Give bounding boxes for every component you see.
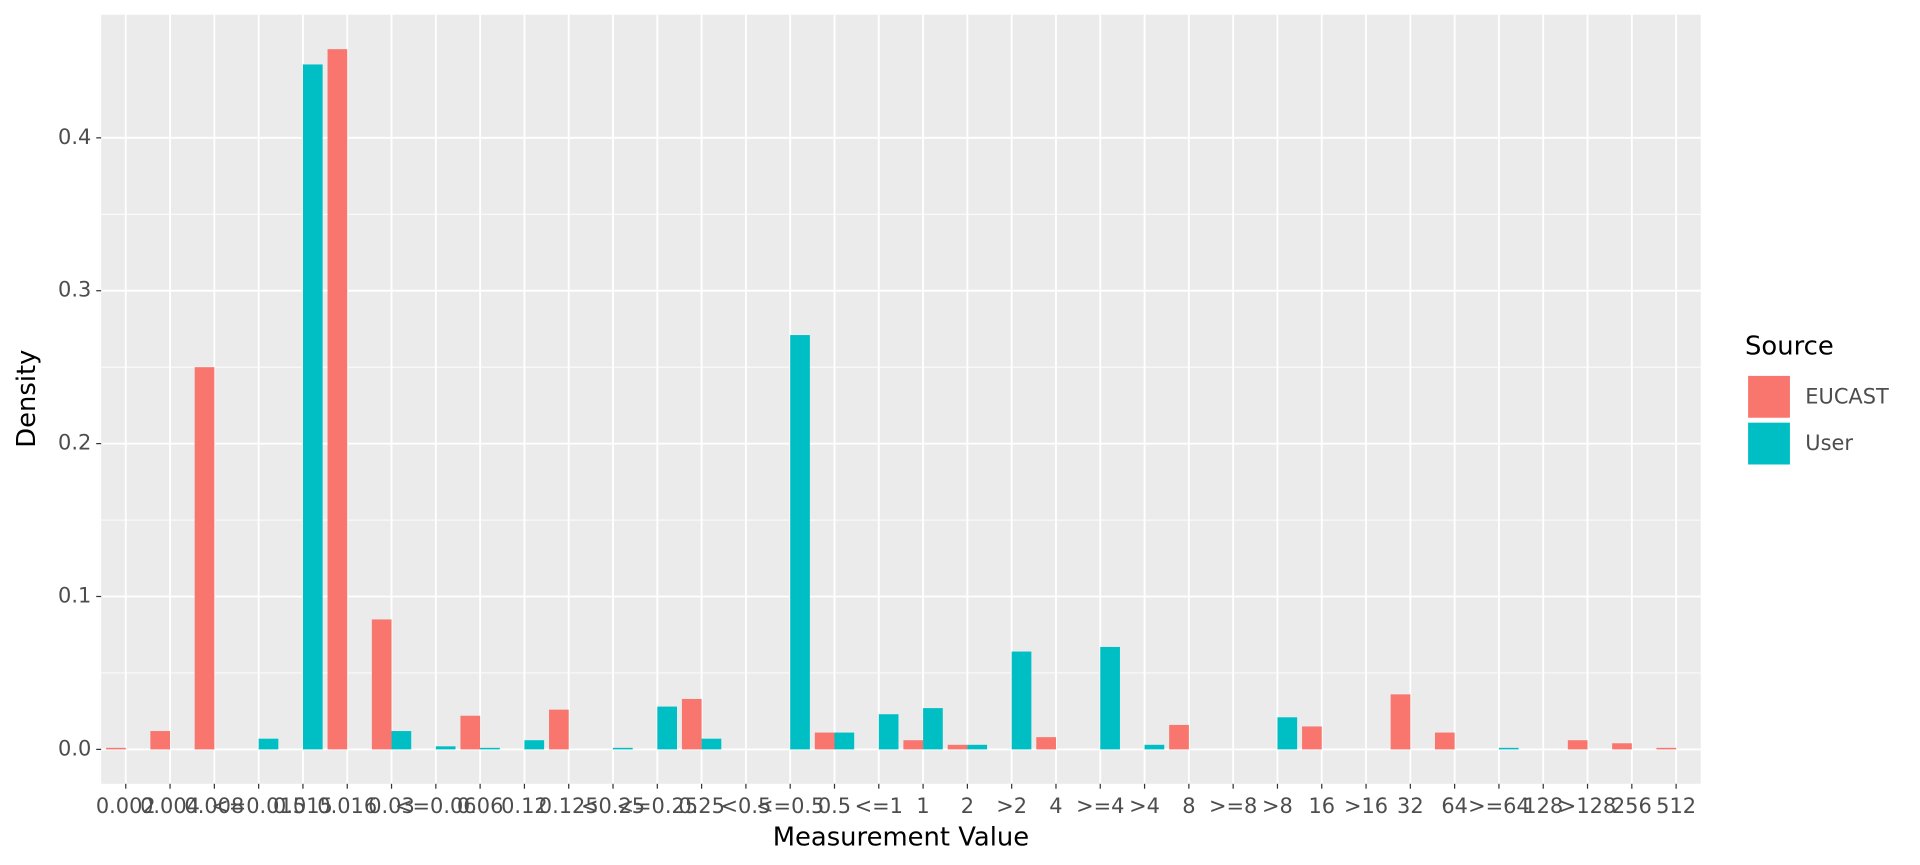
legend-label: EUCAST — [1805, 384, 1889, 408]
x-tick-label: >=64 — [1468, 794, 1530, 818]
bar — [834, 732, 855, 750]
bar — [302, 64, 323, 750]
bar — [549, 709, 569, 750]
y-tick-label: 0.0 — [58, 736, 91, 760]
bar — [1169, 724, 1189, 750]
bar — [701, 738, 722, 750]
bar — [1656, 747, 1677, 750]
x-tick-label: <0.5 — [721, 794, 772, 818]
x-tick-label: <=0.015 — [211, 794, 306, 818]
bar — [613, 747, 633, 750]
x-tick-label: 0.125 — [539, 794, 599, 818]
bar — [1277, 717, 1298, 750]
bar — [435, 746, 456, 750]
legend-label: User — [1805, 431, 1853, 455]
x-tick-label: 4 — [1049, 794, 1062, 818]
bar — [923, 708, 943, 750]
bar — [258, 738, 279, 750]
bar — [790, 335, 810, 750]
x-tick-label: 0.002 — [96, 794, 156, 818]
bar — [1302, 726, 1322, 750]
x-tick-label: <=0.5 — [756, 794, 824, 818]
x-tick-label: 128 — [1523, 794, 1563, 818]
x-tick-label: >=8 — [1209, 794, 1257, 818]
x-tick-label: >8 — [1262, 794, 1293, 818]
x-tick-label: 256 — [1612, 794, 1652, 818]
bar — [1498, 747, 1519, 750]
x-tick-label: 0.016 — [317, 794, 377, 818]
x-tick-label: 64 — [1441, 794, 1468, 818]
x-tick-label: <=0.25 — [617, 794, 699, 818]
legend-title: Source — [1745, 331, 1834, 361]
bar — [1434, 732, 1455, 750]
x-tick-label: 1 — [916, 794, 929, 818]
bar — [194, 367, 215, 750]
x-tick-label: >2 — [996, 794, 1027, 818]
bar — [878, 714, 899, 750]
bar — [1036, 737, 1056, 750]
bar — [150, 731, 171, 750]
x-tick-label: 16 — [1308, 794, 1335, 818]
x-tick-label: 0.25 — [678, 794, 725, 818]
x-tick-label: >=4 — [1076, 794, 1124, 818]
y-tick-label: 0.3 — [58, 278, 91, 302]
bar — [1011, 651, 1032, 750]
x-tick-label: 0.03 — [368, 794, 415, 818]
y-axis-title: Density — [12, 350, 42, 448]
x-axis-title: Measurement Value — [773, 822, 1029, 852]
x-tick-label: 0.004 — [140, 794, 200, 818]
bar — [327, 49, 348, 750]
bar — [1612, 743, 1632, 750]
bar — [480, 747, 500, 750]
x-tick-label: 2 — [961, 794, 974, 818]
x-tick-label: 0.008 — [184, 794, 244, 818]
bar — [391, 731, 412, 750]
y-tick-label: 0.4 — [58, 125, 91, 149]
grid — [101, 14, 1701, 784]
y-tick-label: 0.1 — [58, 584, 91, 608]
x-tick-label: >4 — [1129, 794, 1160, 818]
x-tick-label: 8 — [1182, 794, 1195, 818]
bar — [947, 744, 968, 750]
bar — [1100, 646, 1120, 750]
x-tick-label: 0.015 — [273, 794, 333, 818]
x-tick-label: >16 — [1344, 794, 1388, 818]
bar — [371, 619, 392, 750]
x-tick-label: <=1 — [855, 794, 903, 818]
x-tick-label: 0.12 — [501, 794, 548, 818]
bar — [657, 706, 677, 750]
x-tick-label: >128 — [1559, 794, 1616, 818]
legend-key — [1746, 421, 1792, 466]
x-tick-label: 0.06 — [457, 794, 504, 818]
bar — [460, 715, 481, 750]
y-tick-label: 0.2 — [58, 431, 91, 455]
bar — [1390, 694, 1411, 750]
x-tick-label: <=0.06 — [395, 794, 477, 818]
x-tick-label: 32 — [1397, 794, 1424, 818]
bar — [681, 698, 702, 750]
panel — [101, 14, 1701, 784]
bar — [1567, 740, 1588, 750]
bar — [967, 744, 988, 750]
bar — [1144, 744, 1165, 750]
bars — [106, 49, 1677, 750]
x-tick-label: <0.25 — [581, 794, 645, 818]
bar — [814, 732, 835, 750]
legend-key — [1746, 374, 1792, 419]
bar — [106, 747, 126, 750]
bar — [903, 740, 924, 750]
bar — [524, 740, 545, 750]
x-tick-label: 512 — [1656, 794, 1696, 818]
x-tick-label: 0.5 — [818, 794, 851, 818]
